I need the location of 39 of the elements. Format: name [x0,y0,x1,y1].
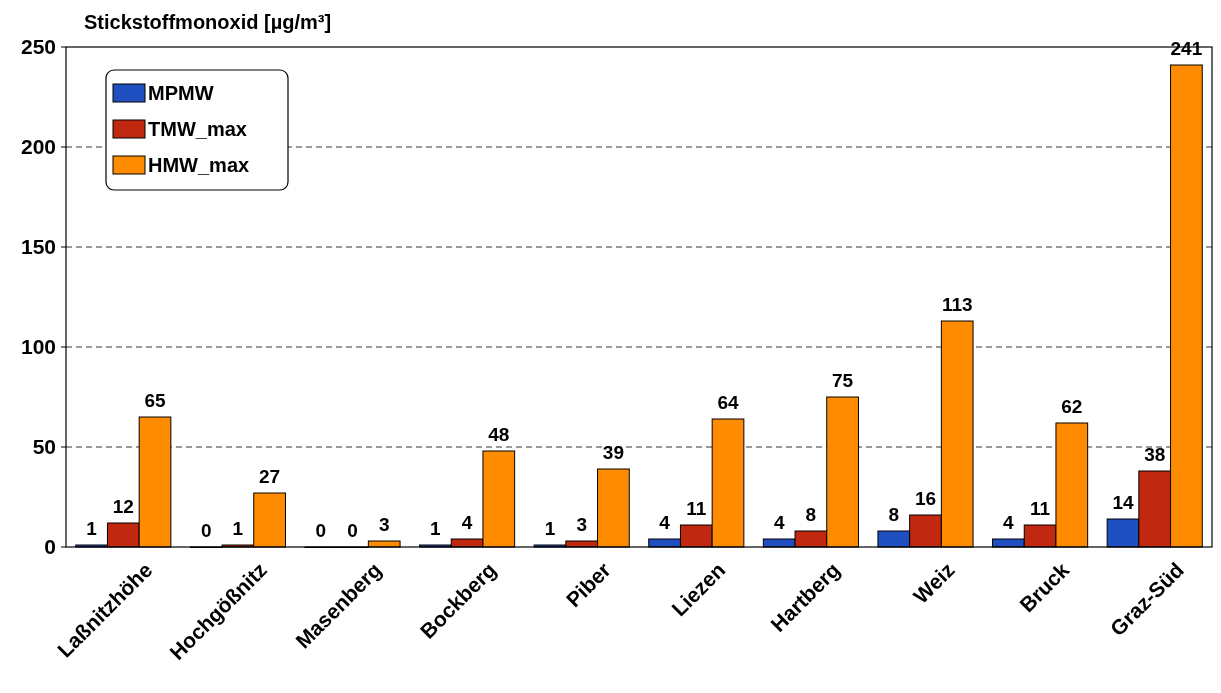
data-label: 27 [259,466,281,487]
data-label: 62 [1061,396,1083,417]
data-label: 4 [659,512,671,533]
data-label: 0 [200,520,212,541]
y-axis-title: Stickstoffmonoxid [µg/m³] [84,11,332,33]
data-label: 38 [1144,444,1166,465]
data-label: 113 [941,294,973,315]
data-label: 3 [378,514,390,535]
data-label: 4 [461,512,473,533]
data-label: 64 [717,392,739,413]
data-label: 4 [1003,512,1015,533]
data-label: 1 [86,518,98,539]
data-label: 65 [144,390,166,411]
data-label: 1 [232,518,244,539]
y-tick-label: 0 [44,535,56,559]
data-label: 3 [576,514,587,535]
data-label: 12 [112,496,134,517]
data-label: 14 [1112,492,1134,513]
data-label: 8 [805,504,817,525]
y-tick-label: 200 [20,135,56,159]
legend-label: HMW_max [148,154,250,176]
data-label: 48 [488,424,510,445]
y-tick-label: 100 [20,335,56,359]
data-label: 75 [832,370,854,391]
y-tick-label: 250 [20,35,56,59]
data-label: 0 [315,520,327,541]
data-label: 0 [347,520,358,541]
data-label: 4 [773,512,785,533]
data-label: 1 [430,518,442,539]
legend-label: TMW_max [148,118,247,140]
y-tick-label: 150 [20,235,56,259]
data-label: 8 [888,504,900,525]
data-label: 39 [602,442,624,463]
data-label: 1 [544,518,556,539]
data-label: 11 [1030,498,1051,519]
y-tick-label: 50 [32,435,56,459]
legend-label: MPMW [148,82,214,104]
data-label: 11 [686,498,707,519]
data-label: 16 [914,488,937,509]
